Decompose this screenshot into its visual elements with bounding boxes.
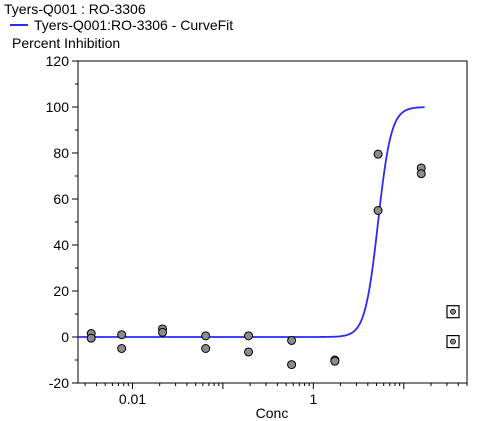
y-tick-label: 100 [46,99,70,115]
y-tick-label: 0 [61,329,69,345]
excluded-point-box [446,305,460,319]
data-point [86,333,96,343]
y-tick-label: 80 [53,145,69,161]
curve-fit-line [78,106,425,338]
data-point [117,344,127,353]
y-tick-label: 120 [46,53,70,69]
chart-title: Tyers-Q001 : RO-3306 [4,1,146,17]
y-tick-label: 20 [53,283,69,299]
x-axis: 0.01 1 [84,383,468,407]
x-tick-label: 1 [309,391,317,407]
y-tick-label: 60 [53,191,69,207]
data-point [117,330,127,340]
data-points [86,149,426,370]
data-point [416,169,426,179]
data-point [158,327,168,337]
excluded-points [446,305,460,349]
data-point [287,360,297,370]
x-axis-label: Conc [256,405,289,421]
data-point [373,149,383,159]
data-point [201,344,211,353]
excluded-point-box [446,335,460,349]
y-axis-label: Percent Inhibition [12,35,121,51]
excluded-point [450,308,456,315]
data-point [244,331,254,341]
data-point [373,206,383,215]
legend-swatch [10,24,28,26]
y-tick-label: -20 [49,375,69,391]
x-tick-label: 0.01 [119,391,146,407]
data-point [287,335,297,345]
excluded-point [450,338,456,345]
y-axis: -20 0 20 40 60 80 100 120 [46,53,78,391]
data-point [201,331,211,341]
y-tick-label: 40 [53,237,69,253]
data-point [244,347,254,357]
legend-label: Tyers-Q001:RO-3306 - CurveFit [34,17,234,33]
legend: Tyers-Q001:RO-3306 - CurveFit [10,17,233,33]
data-point [330,356,340,366]
